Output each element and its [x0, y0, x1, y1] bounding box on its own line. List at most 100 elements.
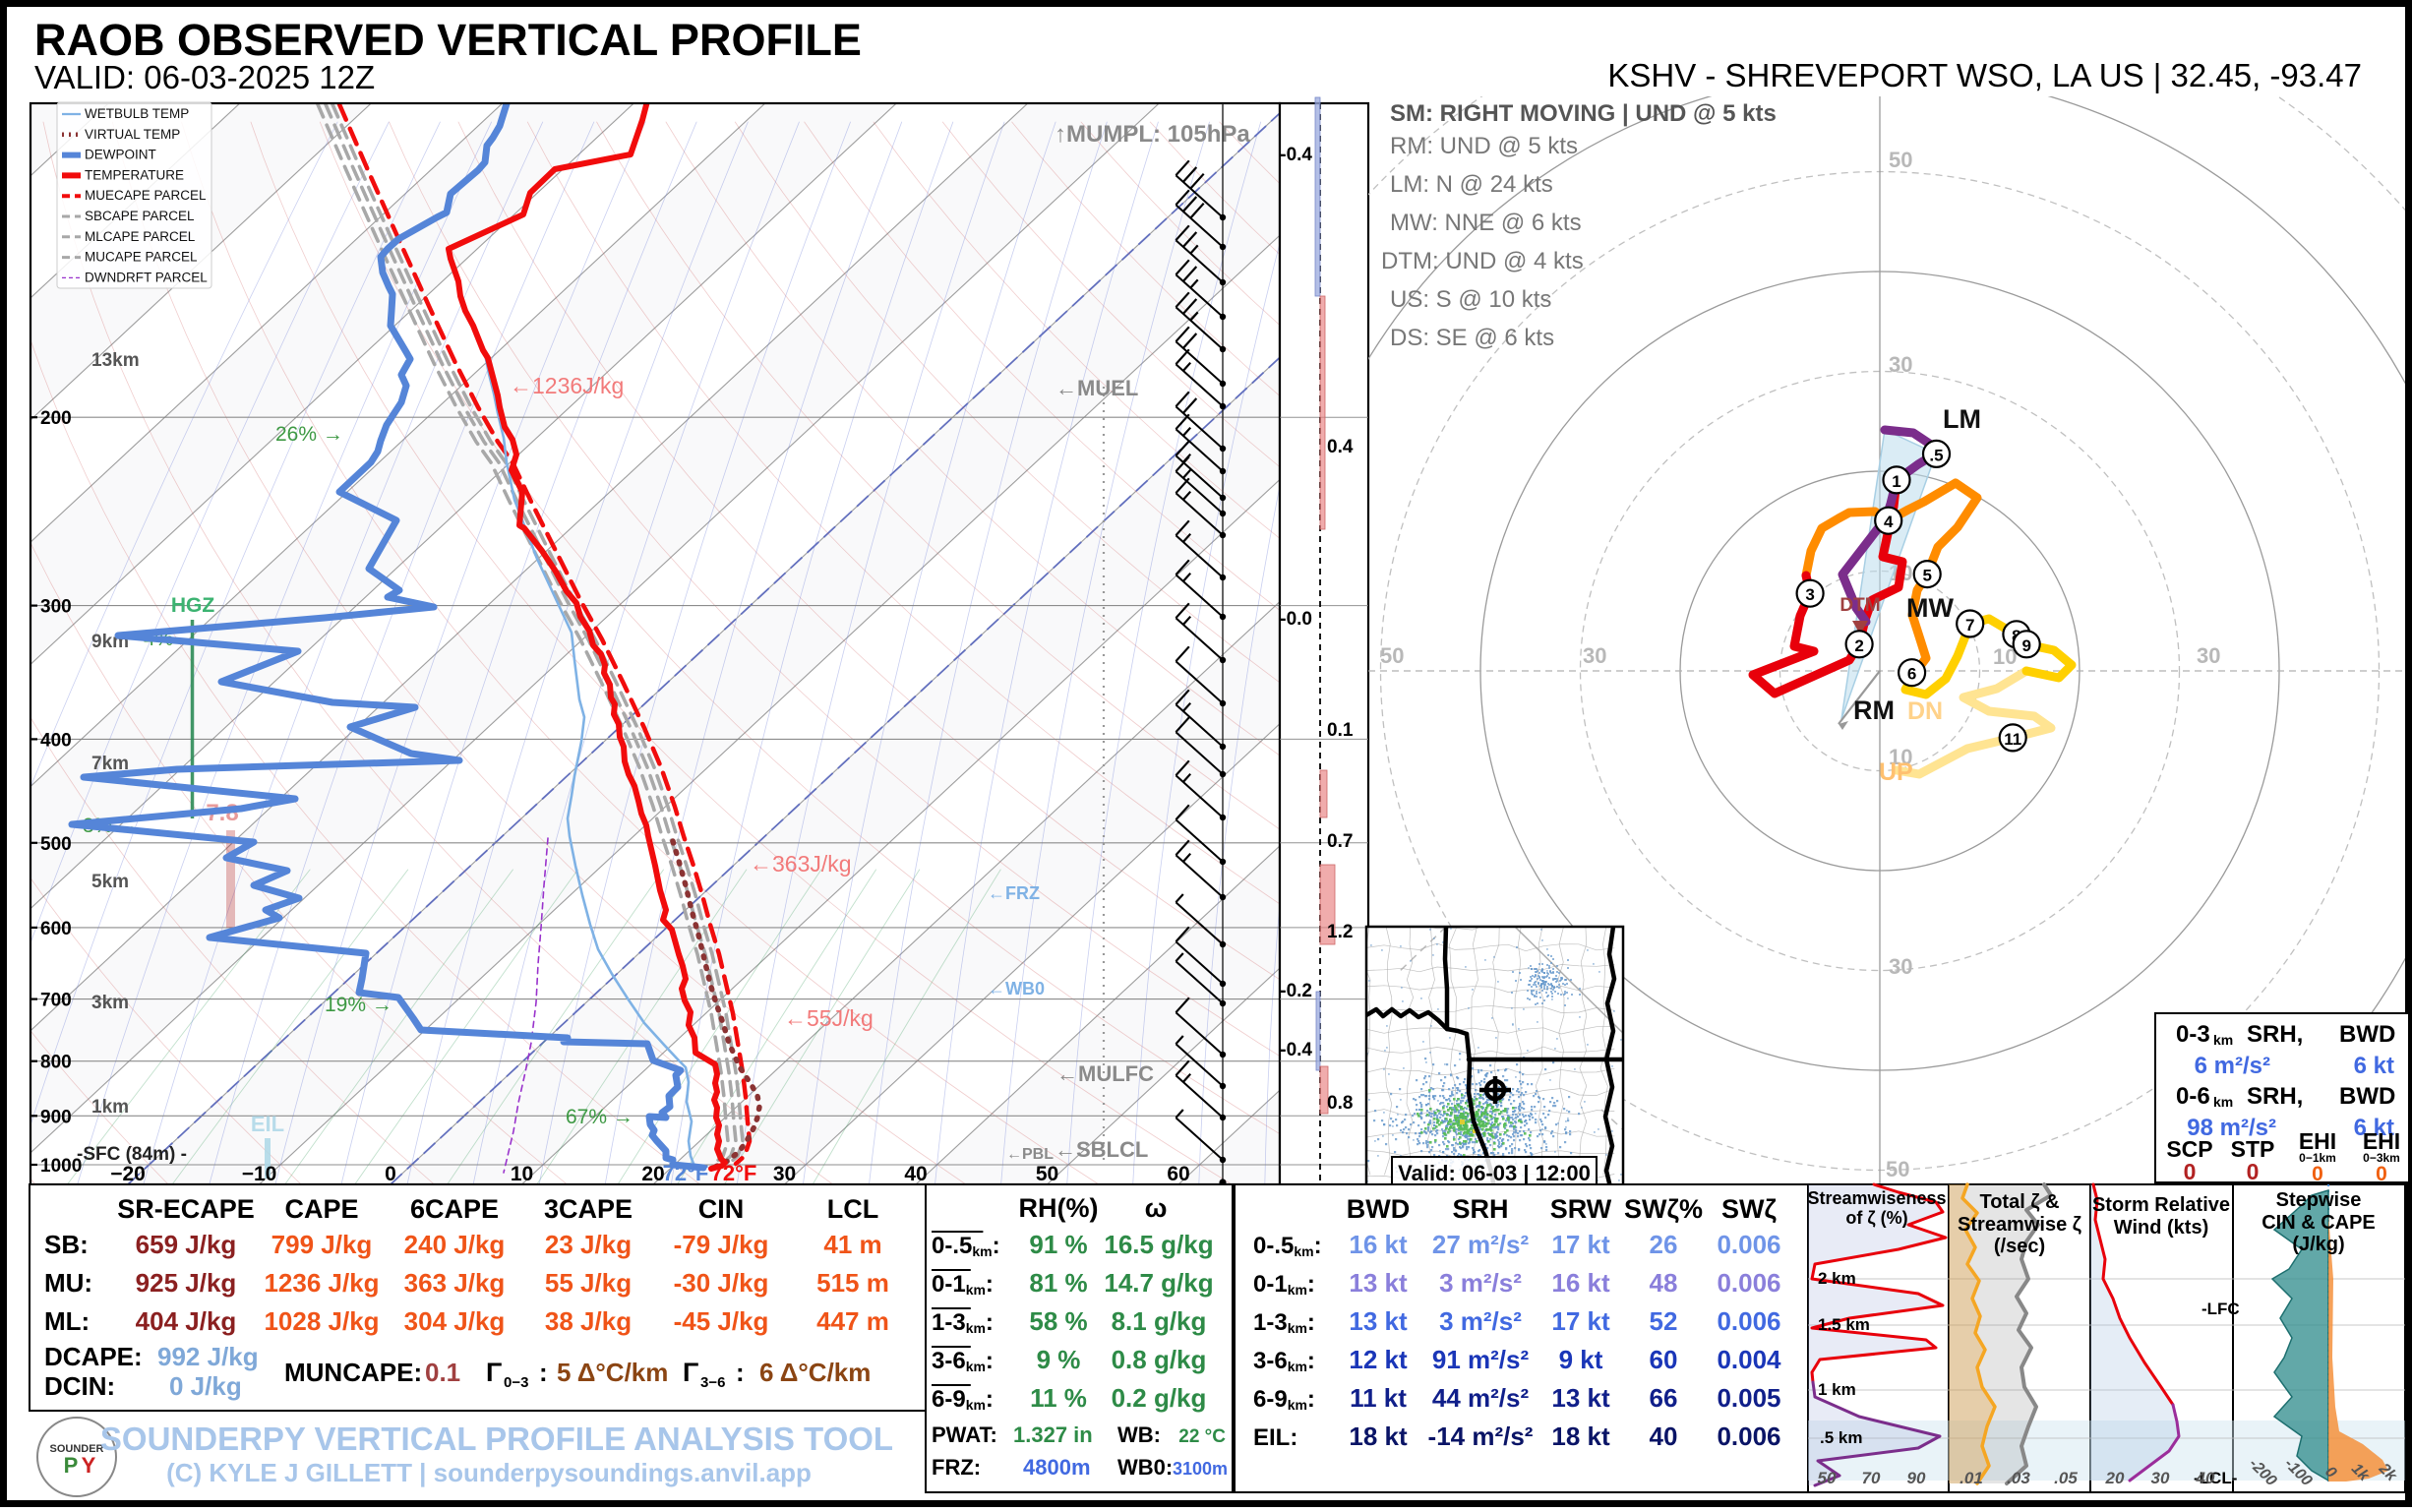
svg-text:17 kt: 17 kt	[1551, 1306, 1610, 1336]
svg-text:LM: LM	[1943, 404, 1981, 434]
svg-text:SRH,: SRH,	[2247, 1021, 2303, 1048]
svg-text:27 m²/s²: 27 m²/s²	[1432, 1230, 1530, 1259]
svg-text:MU:: MU:	[44, 1268, 92, 1298]
svg-text:Storm Relative: Storm Relative	[2092, 1194, 2230, 1216]
svg-text:800: 800	[40, 1053, 72, 1073]
svg-text:RM: RM	[1853, 696, 1895, 725]
svg-text:30: 30	[2151, 1469, 2170, 1487]
svg-text:90: 90	[1907, 1469, 1926, 1487]
svg-text:1 km: 1 km	[1818, 1380, 1856, 1399]
svg-text:LCL: LCL	[827, 1194, 878, 1224]
svg-text:SR-ECAPE: SR-ECAPE	[117, 1194, 255, 1224]
svg-text::: :	[736, 1358, 745, 1387]
svg-text:P: P	[64, 1453, 79, 1478]
svg-text:13 kt: 13 kt	[1349, 1306, 1408, 1336]
svg-text:DCAPE:: DCAPE:	[44, 1342, 143, 1371]
svg-text:ω: ω	[1145, 1193, 1168, 1223]
svg-text:3km: 3km	[91, 993, 129, 1013]
svg-text:MUNCAPE:: MUNCAPE:	[284, 1358, 422, 1387]
svg-text:DN: DN	[1907, 697, 1943, 725]
svg-text:91 m²/s²: 91 m²/s²	[1432, 1345, 1530, 1374]
svg-text:81 %: 81 %	[1029, 1268, 1087, 1298]
svg-text:50: 50	[1818, 1469, 1837, 1487]
svg-text:6CAPE: 6CAPE	[410, 1194, 499, 1224]
svg-text:-SFC (84m) -: -SFC (84m) -	[77, 1144, 187, 1165]
svg-text:2: 2	[1854, 636, 1863, 655]
svg-text:ML:: ML:	[44, 1306, 90, 1336]
svg-text:3 m²/s²: 3 m²/s²	[1439, 1306, 1522, 1336]
svg-text:DTM: UND @ 4 kts: DTM: UND @ 4 kts	[1381, 248, 1584, 274]
svg-text:20: 20	[641, 1163, 664, 1185]
svg-text:12 kt: 12 kt	[1349, 1345, 1408, 1374]
svg-text:MW: NNE @ 6 kts: MW: NNE @ 6 kts	[1390, 210, 1582, 236]
svg-text:18 kt: 18 kt	[1551, 1421, 1610, 1451]
svg-text:CIN & CAPE: CIN & CAPE	[2261, 1212, 2376, 1234]
svg-text:70: 70	[1862, 1469, 1881, 1487]
svg-text:DEWPOINT: DEWPOINT	[85, 148, 156, 162]
svg-text:←MUEL: ←MUEL	[1055, 376, 1138, 400]
svg-text:60: 60	[1167, 1163, 1189, 1185]
svg-text:-0.4: -0.4	[1280, 1040, 1312, 1060]
svg-text:←FRZ: ←FRZ	[988, 883, 1040, 903]
svg-text:Streamwiseness: Streamwiseness	[1807, 1188, 1946, 1208]
svg-text:−10: −10	[242, 1163, 277, 1185]
svg-text:38 J/kg: 38 J/kg	[545, 1306, 632, 1336]
svg-text:FRZ:: FRZ:	[932, 1455, 981, 1480]
svg-text:0: 0	[2247, 1159, 2260, 1184]
svg-text:0.4: 0.4	[1327, 437, 1354, 457]
svg-text:11 %: 11 %	[1030, 1383, 1087, 1413]
svg-text:BWD: BWD	[1347, 1194, 1410, 1224]
svg-text:←1236J/kg: ←1236J/kg	[510, 373, 624, 398]
svg-text:6 Δ°C/km: 6 Δ°C/km	[759, 1358, 871, 1387]
svg-text:40: 40	[1650, 1421, 1678, 1451]
svg-text:0.006: 0.006	[1717, 1268, 1780, 1298]
svg-text:3CAPE: 3CAPE	[544, 1194, 633, 1224]
svg-text:-45 J/kg: -45 J/kg	[674, 1306, 769, 1336]
svg-text:RAOB OBSERVED VERTICAL PROFILE: RAOB OBSERVED VERTICAL PROFILE	[34, 15, 862, 65]
svg-text:.5: .5	[1929, 446, 1943, 464]
svg-text:1028 J/kg: 1028 J/kg	[264, 1306, 379, 1336]
svg-text:50: 50	[1036, 1163, 1058, 1185]
svg-text:-79 J/kg: -79 J/kg	[674, 1230, 769, 1259]
svg-text:PWAT:: PWAT:	[932, 1422, 997, 1447]
svg-text:55 J/kg: 55 J/kg	[545, 1268, 632, 1298]
svg-text:VALID: 06-03-2025 12Z: VALID: 06-03-2025 12Z	[34, 59, 375, 95]
svg-text:RH(%): RH(%)	[1019, 1193, 1099, 1223]
svg-text:-0.4: -0.4	[1280, 145, 1312, 165]
svg-text:13 kt: 13 kt	[1551, 1383, 1610, 1413]
svg-text:←PBL: ←PBL	[1006, 1146, 1054, 1163]
svg-text:−20: −20	[110, 1163, 146, 1185]
svg-text:WB0:: WB0:	[1117, 1455, 1173, 1480]
svg-text:Γ: Γ	[683, 1358, 698, 1387]
svg-text:0.004: 0.004	[1717, 1345, 1781, 1374]
svg-text:992 J/kg: 992 J/kg	[157, 1342, 259, 1371]
svg-text:SBCAPE PARCEL: SBCAPE PARCEL	[85, 209, 195, 223]
svg-text:799 J/kg: 799 J/kg	[271, 1230, 373, 1259]
svg-text:-LFC: -LFC	[2201, 1300, 2240, 1318]
svg-text:DWNDRFT PARCEL: DWNDRFT PARCEL	[85, 270, 208, 284]
svg-text:58 %: 58 %	[1029, 1306, 1087, 1336]
svg-text:←MULFC: ←MULFC	[1056, 1061, 1154, 1086]
svg-text:72°F: 72°F	[711, 1161, 757, 1185]
svg-text:50: 50	[1889, 148, 1912, 172]
svg-text:700: 700	[40, 991, 72, 1011]
svg-text:1km: 1km	[91, 1097, 129, 1118]
svg-text:500: 500	[40, 834, 72, 855]
svg-text:SM: RIGHT MOVING | UND @ 5 kts: SM: RIGHT MOVING | UND @ 5 kts	[1390, 100, 1777, 127]
svg-text:91 %: 91 %	[1029, 1230, 1087, 1259]
svg-text:30: 30	[1889, 352, 1912, 377]
svg-text:16.5 g/kg: 16.5 g/kg	[1104, 1230, 1213, 1259]
svg-text:.03: .03	[2007, 1469, 2030, 1487]
svg-text:0-6: 0-6	[2176, 1083, 2210, 1110]
svg-text:20: 20	[2105, 1469, 2125, 1487]
svg-text:13km: 13km	[91, 350, 140, 371]
svg-text:515 m: 515 m	[816, 1268, 889, 1298]
svg-text:11: 11	[2004, 730, 2021, 749]
svg-text:US: S @ 10 kts: US: S @ 10 kts	[1390, 286, 1551, 313]
svg-text:↑MUMPL: 105hPa: ↑MUMPL: 105hPa	[1055, 121, 1250, 148]
svg-text:Total ζ &: Total ζ &	[1979, 1191, 2059, 1213]
svg-text:←55J/kg: ←55J/kg	[784, 1005, 874, 1031]
svg-text:67% →: 67% →	[566, 1106, 633, 1128]
svg-text:50: 50	[1380, 643, 1404, 668]
svg-text:6: 6	[1907, 665, 1916, 684]
